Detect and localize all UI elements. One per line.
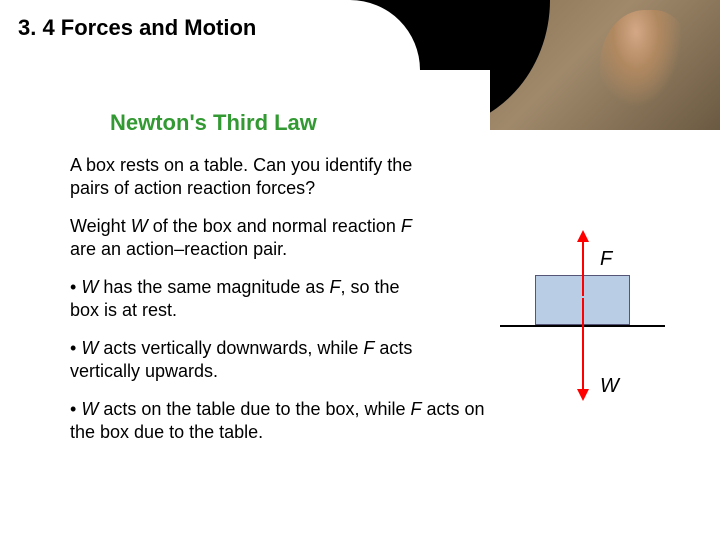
p2-w: W: [81, 277, 98, 297]
p3-pre: •: [70, 338, 81, 358]
force-diagram: F W: [490, 230, 670, 430]
paragraph-1: Weight W of the box and normal reaction …: [70, 215, 420, 260]
p1-f: F: [401, 216, 412, 236]
p3-w: W: [81, 338, 98, 358]
force-arrow-down: [582, 298, 584, 393]
paragraph-2: • W has the same magnitude as F, so the …: [70, 276, 420, 321]
p4-pre: •: [70, 399, 81, 419]
p4-mid: acts on the table due to the box, while: [98, 399, 410, 419]
p4-w: W: [81, 399, 98, 419]
content-region: Newton's Third Law A box rests on a tabl…: [70, 110, 690, 520]
force-label-f: F: [600, 248, 612, 271]
p1-pre: Weight: [70, 216, 131, 236]
force-arrow-up: [582, 238, 584, 296]
p3-f: F: [363, 338, 374, 358]
force-label-w: W: [600, 375, 619, 398]
p2-pre: •: [70, 277, 81, 297]
intro-paragraph: A box rests on a table. Can you identify…: [70, 154, 450, 199]
section-heading: Newton's Third Law: [110, 110, 690, 136]
p1-post: are an action–reaction pair.: [70, 239, 287, 259]
p1-w: W: [131, 216, 148, 236]
p3-mid: acts vertically downwards, while: [98, 338, 363, 358]
p2-mid: has the same magnitude as: [98, 277, 329, 297]
p1-mid: of the box and normal reaction: [148, 216, 401, 236]
chapter-title: 3. 4 Forces and Motion: [18, 15, 256, 41]
paragraph-3: • W acts vertically downwards, while F a…: [70, 337, 450, 382]
p4-f: F: [411, 399, 422, 419]
paragraph-4: • W acts on the table due to the box, wh…: [70, 398, 490, 443]
p2-f: F: [329, 277, 340, 297]
